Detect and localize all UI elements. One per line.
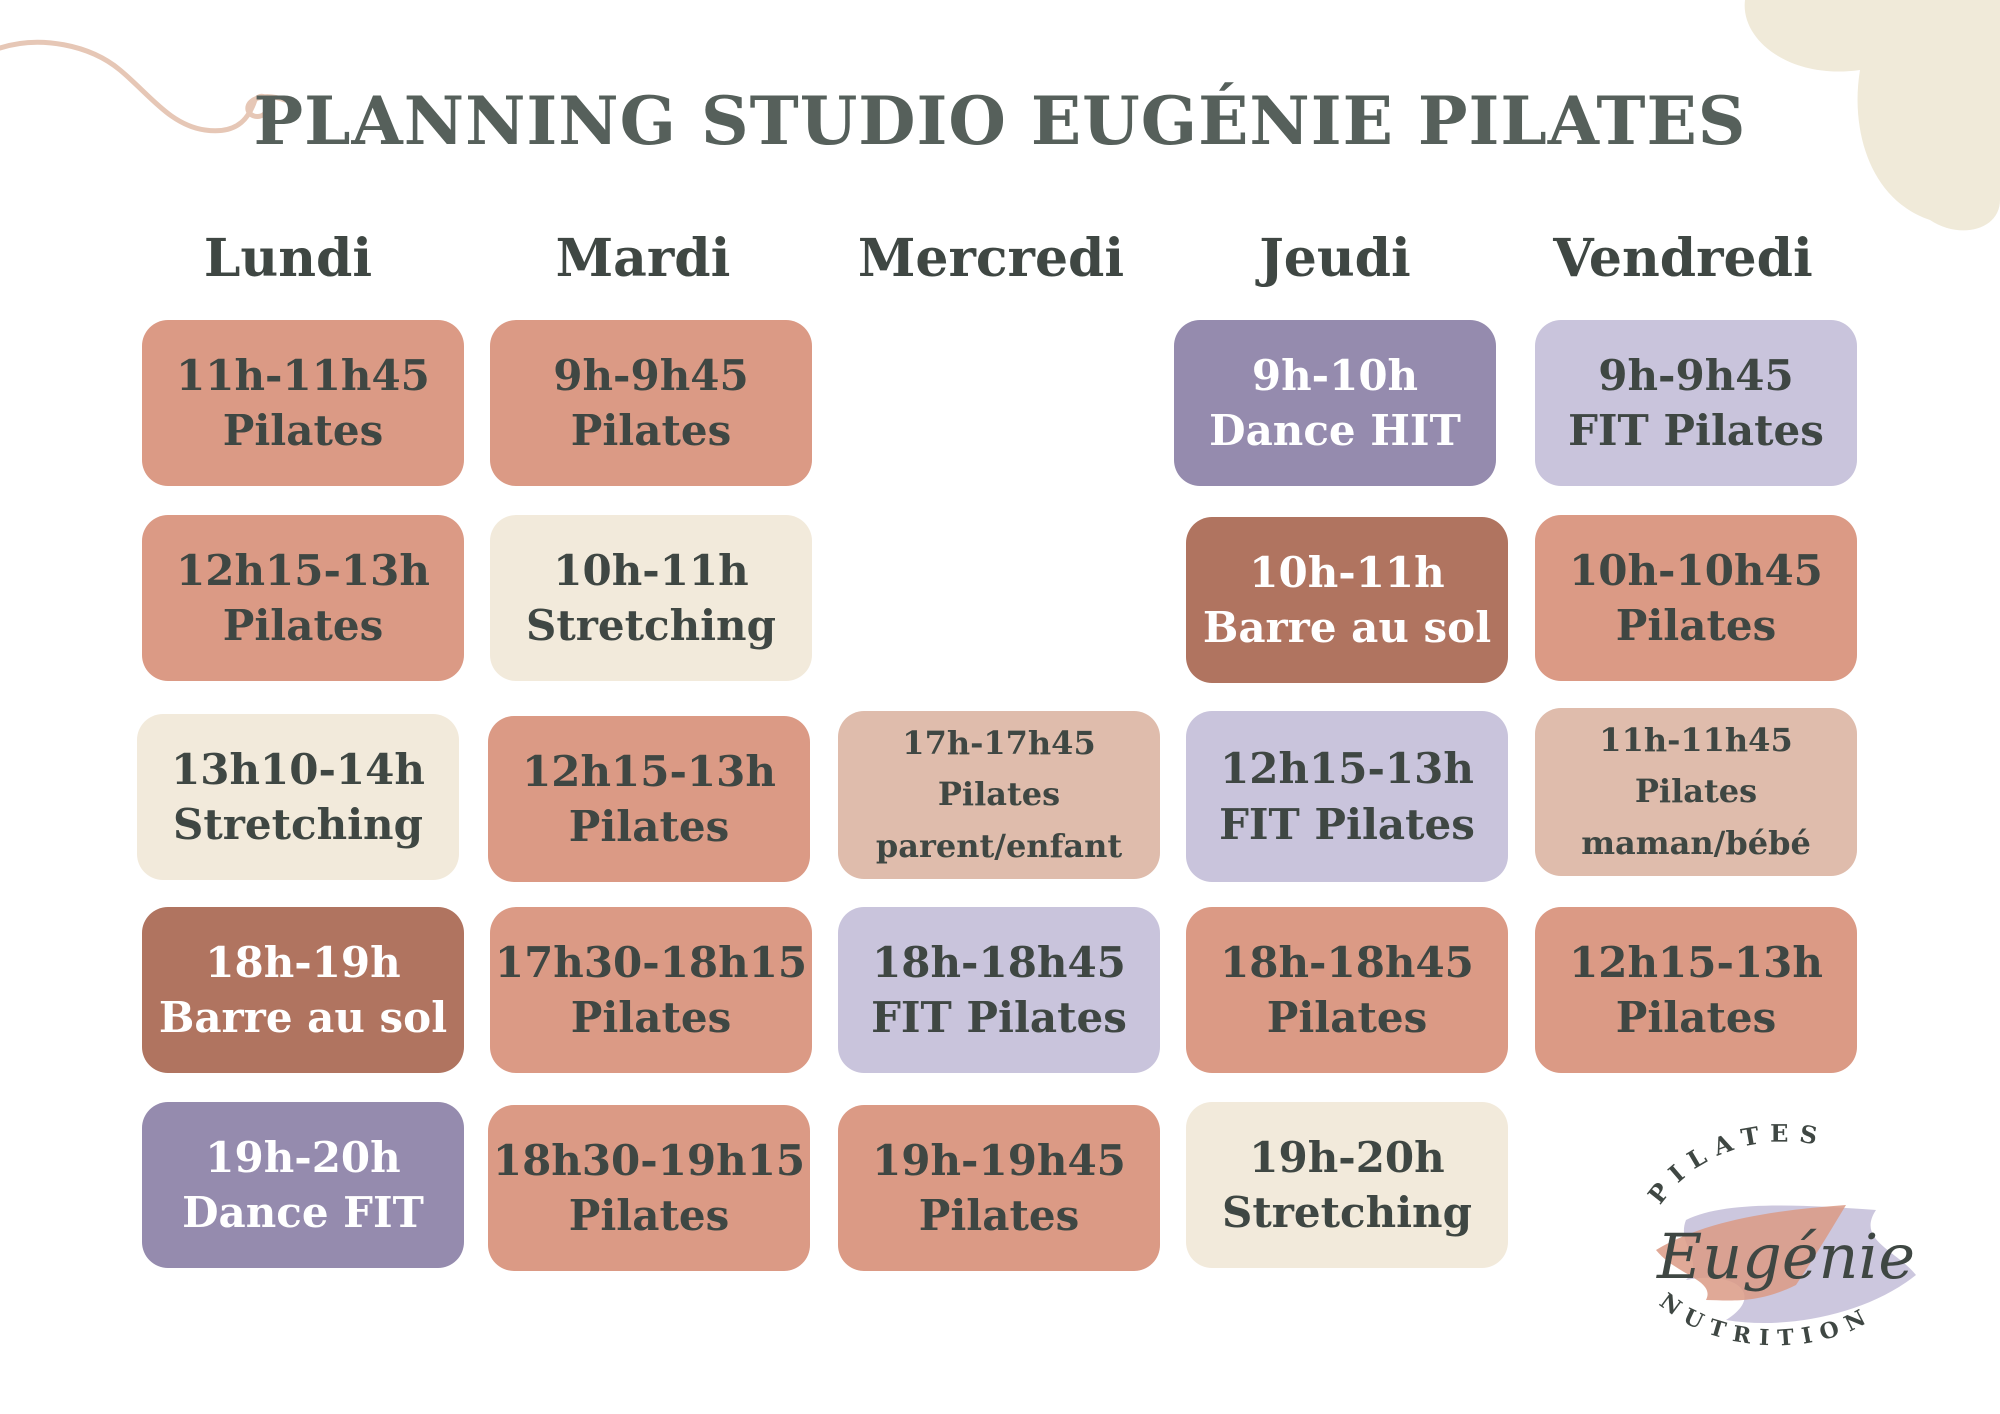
class-card-mardi-5: 18h30-19h15 Pilates [488,1105,810,1271]
class-card-mardi-4: 17h30-18h15 Pilates [490,907,812,1073]
class-name: Stretching [173,800,423,849]
class-subtitle: parent/enfant [875,826,1123,865]
class-name: Barre au sol [158,993,448,1042]
class-name: FIT Pilates [1219,799,1475,849]
class-name: Pilates [918,1191,1080,1240]
class-time: 19h-19h45 [872,1135,1126,1185]
class-card-jeudi-4: 18h-18h45 Pilates [1186,907,1508,1073]
class-card-mardi-3: 12h15-13h Pilates [488,716,810,882]
class-time: 13h10-14h [171,744,425,794]
class-card-lundi-2: 12h15-13h Pilates [142,515,464,681]
class-time: 10h-11h [1249,547,1445,597]
class-card-vendredi-2: 10h-10h45 Pilates [1535,515,1857,681]
class-time: 18h30-19h15 [492,1135,806,1185]
day-header-lundi: Lundi [203,228,373,289]
page-title: PLANNING STUDIO EUGÉNIE PILATES [253,82,1747,160]
class-name: Pilates [222,601,384,650]
class-card-lundi-3: 13h10-14h Stretching [137,714,459,880]
class-name: Stretching [1222,1188,1472,1237]
class-subtitle: maman/bébé [1581,823,1811,862]
class-card-jeudi-1: 9h-10h Dance HIT [1174,320,1496,486]
studio-logo: PILATES NUTRITION Eugénie [1642,1119,1916,1352]
class-time: 11h-11h45 [176,350,430,400]
logo-script-text: Eugénie [1656,1220,1915,1293]
class-time: 19h-20h [1249,1132,1445,1182]
class-name: Pilates [568,1191,730,1240]
class-card-jeudi-2: 10h-11h Barre au sol [1186,517,1508,683]
class-time: 17h-17h45 [902,724,1096,763]
class-name: Pilates [1615,601,1777,650]
class-time: 19h-20h [205,1132,401,1182]
day-header-jeudi: Jeudi [1259,228,1411,289]
class-time: 12h15-13h [1569,937,1823,987]
class-time: 12h15-13h [1220,744,1474,794]
class-name: Pilates [937,775,1061,814]
class-card-vendredi-4: 12h15-13h Pilates [1535,907,1857,1073]
class-name: Pilates [570,406,732,455]
class-card-mardi-2: 10h-11h Stretching [490,515,812,681]
logo-top-text: PILATES [1642,1119,1820,1210]
class-name: FIT Pilates [871,993,1127,1042]
day-header-mercredi: Mercredi [857,228,1125,289]
class-name: Dance HIT [1209,406,1461,455]
class-card-vendredi-1: 9h-9h45 FIT Pilates [1535,320,1857,486]
class-card-mercredi-2: 18h-18h45 FIT Pilates [838,907,1160,1073]
class-name: FIT Pilates [1568,406,1824,455]
class-time: 12h15-13h [176,545,430,595]
class-time: 11h-11h45 [1599,721,1793,760]
class-time: 10h-10h45 [1569,545,1823,595]
class-card-lundi-5: 19h-20h Dance FIT [142,1102,464,1268]
class-time: 18h-19h [205,937,401,987]
class-card-lundi-4: 18h-19h Barre au sol [142,907,464,1073]
class-name: Barre au sol [1202,603,1492,652]
class-time: 17h30-18h15 [494,937,808,987]
class-card-vendredi-3: 11h-11h45 Pilates maman/bébé [1535,708,1857,876]
class-name: Dance FIT [182,1188,424,1237]
class-name: Pilates [568,802,730,851]
class-name: Pilates [1634,772,1758,811]
class-time: 18h-18h45 [872,937,1126,987]
class-name: Stretching [526,601,776,650]
class-card-mercredi-3: 19h-19h45 Pilates [838,1105,1160,1271]
logo-brush-stroke-salmon [1656,1205,1846,1301]
svg-text:PILATES: PILATES [1642,1119,1830,1210]
class-time: 9h-10h [1251,350,1419,400]
class-card-jeudi-5: 19h-20h Stretching [1186,1102,1508,1268]
class-card-lundi-1: 11h-11h45 Pilates [142,320,464,486]
class-name: Pilates [570,993,732,1042]
class-card-jeudi-3: 12h15-13h FIT Pilates [1186,711,1508,882]
class-time: 12h15-13h [522,746,776,796]
class-time: 10h-11h [553,545,749,595]
class-card-mercredi-1: 17h-17h45 Pilates parent/enfant [838,711,1160,879]
day-header-vendredi: Vendredi [1553,228,1813,289]
class-time: 9h-9h45 [553,350,749,400]
class-card-mardi-1: 9h-9h45 Pilates [490,320,812,486]
day-header-mardi: Mardi [555,228,731,289]
class-name: Pilates [1615,993,1777,1042]
class-name: Pilates [222,406,384,455]
class-time: 18h-18h45 [1220,937,1474,987]
class-time: 9h-9h45 [1598,350,1794,400]
class-name: Pilates [1266,993,1428,1042]
